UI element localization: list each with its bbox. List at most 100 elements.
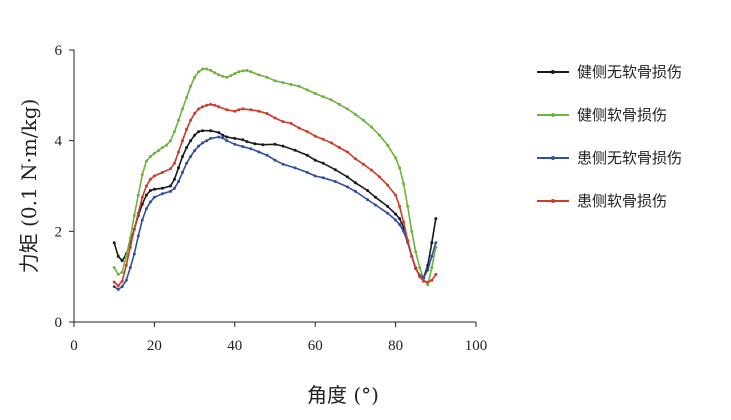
x-tick-label: 80 <box>388 338 403 354</box>
legend-marker <box>551 156 555 160</box>
data-point <box>422 279 426 283</box>
data-point <box>173 177 176 181</box>
y-axis-ticks: 0 2 4 6 <box>55 43 74 331</box>
data-point <box>386 204 390 208</box>
data-point <box>160 170 164 174</box>
data-point <box>265 153 269 157</box>
data-point <box>333 168 337 172</box>
data-point <box>136 211 140 215</box>
data-point <box>177 180 180 183</box>
data-point <box>321 137 325 141</box>
data-point <box>217 135 221 139</box>
data-point <box>185 96 189 100</box>
data-point <box>144 193 148 197</box>
data-point <box>209 129 213 133</box>
data-point <box>201 129 205 133</box>
data-point <box>273 79 277 83</box>
data-point <box>193 75 197 79</box>
data-point <box>378 133 381 137</box>
x-tick-label: 0 <box>70 338 78 354</box>
data-point <box>148 200 152 204</box>
data-point <box>213 103 217 107</box>
data-point <box>193 133 197 137</box>
legend-item: 患侧软骨损伤 <box>537 192 667 210</box>
data-point <box>233 109 237 113</box>
data-point <box>321 95 325 99</box>
data-point <box>197 70 201 74</box>
legend-label: 患侧软骨损伤 <box>577 192 667 210</box>
data-point <box>132 252 136 256</box>
data-point <box>257 109 261 113</box>
data-point <box>128 245 132 249</box>
data-point <box>345 185 349 189</box>
data-point <box>249 147 253 151</box>
data-point <box>265 75 269 79</box>
data-point <box>221 136 225 140</box>
data-point <box>233 72 237 76</box>
data-point <box>241 145 245 149</box>
data-point <box>205 139 209 143</box>
series-line <box>113 68 437 286</box>
data-point <box>132 227 136 231</box>
data-point <box>181 107 184 111</box>
data-point <box>297 126 301 130</box>
legend-marker <box>551 70 555 74</box>
data-point <box>181 155 184 158</box>
data-point <box>112 241 116 245</box>
data-point <box>225 135 229 139</box>
data-point <box>402 182 406 186</box>
data-point <box>112 280 116 284</box>
data-point <box>116 272 120 276</box>
data-point <box>305 88 309 92</box>
x-tick-label: 100 <box>465 338 488 354</box>
data-point <box>345 150 349 154</box>
data-point <box>378 175 381 179</box>
data-point <box>140 218 144 222</box>
data-point <box>249 70 253 74</box>
data-point <box>160 146 164 149</box>
y-axis-title: 力矩 (0.1 N·m/kg) <box>17 99 41 274</box>
x-tick-label: 20 <box>147 338 162 354</box>
data-point <box>293 148 297 152</box>
data-point <box>189 155 193 158</box>
data-point <box>281 120 285 124</box>
data-point <box>144 184 148 188</box>
data-point <box>422 276 426 280</box>
series-line <box>113 129 437 279</box>
data-point <box>370 168 373 172</box>
data-point <box>233 142 237 146</box>
data-point <box>156 149 160 153</box>
data-point <box>398 223 402 226</box>
data-point <box>289 83 293 86</box>
legend-item: 健侧软骨损伤 <box>537 106 667 124</box>
data-point <box>353 112 357 116</box>
legend-label: 患侧无软骨损伤 <box>577 149 682 167</box>
data-point <box>406 238 410 242</box>
data-point <box>229 74 233 78</box>
data-point <box>120 285 124 289</box>
data-point <box>201 67 205 71</box>
data-point <box>148 177 152 181</box>
data-point <box>128 236 132 240</box>
data-point <box>281 144 285 148</box>
data-point <box>177 166 180 170</box>
data-point <box>386 143 390 147</box>
data-point <box>213 71 217 75</box>
data-point <box>257 73 261 77</box>
data-point <box>329 98 333 102</box>
data-point <box>217 105 221 109</box>
data-point <box>209 68 213 72</box>
data-point <box>181 139 184 143</box>
data-point <box>197 144 201 148</box>
data-point <box>140 173 144 177</box>
series-4 <box>112 102 438 288</box>
data-point <box>197 107 201 111</box>
data-point <box>305 170 309 174</box>
data-point <box>221 133 225 137</box>
series-layer <box>112 67 438 291</box>
data-point <box>209 136 213 140</box>
data-point <box>116 287 120 291</box>
legend-marker <box>551 199 555 203</box>
x-tick-label: 60 <box>308 338 323 354</box>
data-point <box>185 161 189 165</box>
